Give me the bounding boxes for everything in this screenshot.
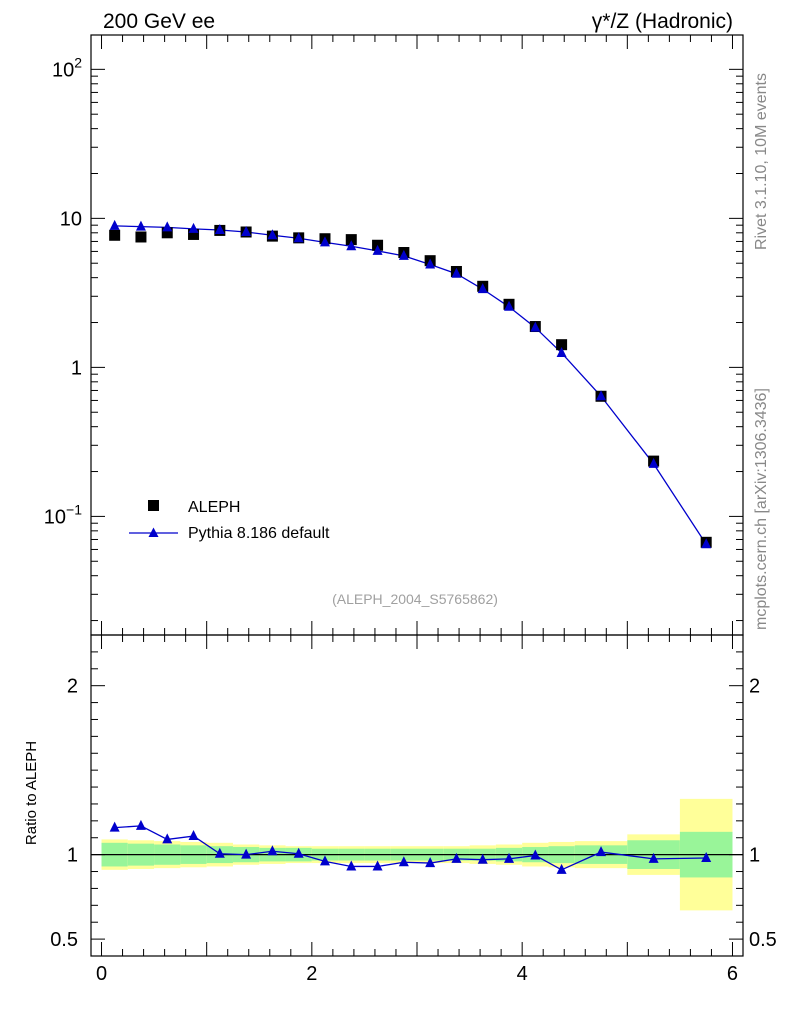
- ratio-axis-ticks: 0.5 0.5 1 1 2 2 0 2 4 6: [50, 634, 777, 985]
- ratio-ytick-label-right: 0.5: [749, 929, 777, 951]
- mc-point: [319, 236, 330, 247]
- mc-point: [241, 225, 252, 236]
- plot-title-right: γ*/Z (Hadronic): [592, 10, 733, 33]
- mc-point: [398, 249, 409, 260]
- mc-point: [701, 538, 712, 549]
- ratio-ytick-label-left: 2: [67, 676, 78, 698]
- legend: ALEPH Pythia 8.186 default: [129, 499, 330, 542]
- ratio-series: [109, 819, 712, 874]
- ratio-panel: 0.5 0.5 1 1 2 2 0 2 4 6 Ratio to ALEPH: [23, 634, 777, 985]
- data-series: [109, 219, 712, 549]
- mc-point: [135, 220, 146, 231]
- ratio-point: [109, 821, 120, 832]
- mc-point: [648, 457, 659, 468]
- ratio-y-axis-label: Ratio to ALEPH: [23, 741, 40, 845]
- ratio-point: [596, 846, 607, 857]
- ratio-ytick-label-left: 0.5: [50, 929, 78, 951]
- ratio-point: [241, 848, 252, 859]
- mc-point: [596, 390, 607, 401]
- data-point: [556, 339, 568, 351]
- ratio-point: [346, 860, 357, 871]
- ratio-point: [425, 857, 436, 868]
- mc-series: [114, 225, 707, 545]
- ratio-point: [267, 845, 278, 856]
- ratio-point: [504, 852, 515, 863]
- ratio-xtick-label: 6: [727, 963, 738, 985]
- data-point: [109, 229, 121, 241]
- mc-point: [188, 222, 199, 233]
- mc-point: [372, 244, 383, 255]
- main-ytick-label: 10: [60, 208, 82, 230]
- mc-point: [477, 283, 488, 294]
- data-point: [135, 231, 147, 243]
- ratio-ytick-label-right: 1: [749, 845, 760, 867]
- ratio-ytick-label-left: 1: [67, 845, 78, 867]
- ratio-point: [556, 863, 567, 874]
- mc-point: [425, 258, 436, 269]
- ratio-point: [135, 819, 146, 830]
- rivet-version-label: Rivet 3.1.10, 10M events: [753, 73, 770, 250]
- ratio-point: [530, 849, 541, 860]
- ratio-point: [188, 830, 199, 841]
- main-axis-ticks: 10−1 1 10 102: [44, 35, 743, 635]
- main-panel: 10−1 1 10 102 (ALEPH_2004_S5765862) ALEPH P…: [44, 34, 744, 636]
- mc-point: [109, 219, 120, 230]
- mc-point: [267, 229, 278, 240]
- ratio-point: [162, 833, 173, 844]
- mc-point: [346, 240, 357, 251]
- legend-data-label: ALEPH: [188, 499, 240, 516]
- mc-point: [293, 232, 304, 243]
- ratio-panel-frame: [90, 634, 744, 957]
- mc-point: [214, 224, 225, 235]
- ratio-point: [319, 855, 330, 866]
- mc-point: [162, 221, 173, 232]
- ratio-point: [451, 852, 462, 863]
- ratio-xtick-label: 4: [517, 963, 528, 985]
- main-ytick-label: 1: [71, 357, 82, 379]
- ratio-xtick-label: 0: [96, 963, 107, 985]
- ratio-xtick-label: 2: [306, 963, 317, 985]
- mc-point: [530, 321, 541, 332]
- ratio-ytick-label-right: 2: [749, 676, 760, 698]
- legend-mc-marker: [148, 527, 159, 537]
- ratio-point: [701, 852, 712, 863]
- ratio-point: [293, 847, 304, 858]
- mcplots-label: mcplots.cern.ch [arXiv:1306.3436]: [753, 388, 770, 630]
- ratio-point: [214, 847, 225, 858]
- data-point: [188, 228, 200, 240]
- mc-point: [451, 267, 462, 278]
- main-panel-frame: [90, 34, 744, 636]
- ratio-point: [648, 852, 659, 863]
- ratio-point: [398, 856, 409, 867]
- data-point: [161, 227, 173, 239]
- mc-point: [556, 346, 567, 357]
- mc-point: [504, 300, 515, 311]
- analysis-tag: (ALEPH_2004_S5765862): [332, 591, 498, 607]
- ratio-point: [477, 853, 488, 864]
- data-point: [345, 234, 357, 246]
- ratio-point: [372, 860, 383, 871]
- legend-mc-label: Pythia 8.186 default: [188, 525, 330, 542]
- plot-title-left: 200 GeV ee: [103, 10, 215, 33]
- main-ytick-label: 10−1: [44, 501, 82, 528]
- mc-line: [114, 225, 707, 545]
- main-ytick-label: 102: [52, 54, 82, 81]
- legend-data-marker: [148, 500, 159, 511]
